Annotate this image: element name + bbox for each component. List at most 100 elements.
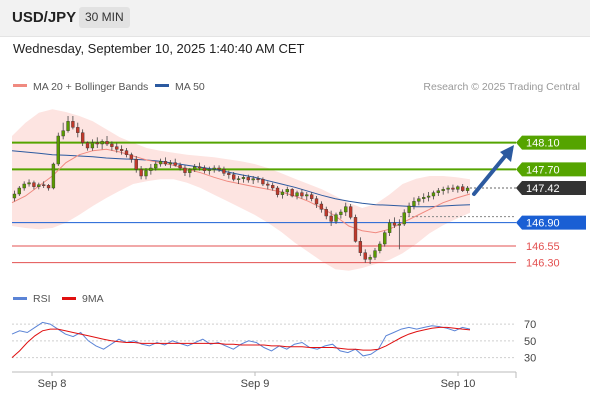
rsi-tick-70: 70 (524, 319, 536, 331)
candle-31 (163, 157, 168, 166)
forecast-arrow (472, 145, 514, 196)
level-label-text: 147.70 (526, 164, 560, 176)
candle-body (246, 177, 250, 181)
candle-8 (51, 162, 56, 190)
legend-ma50-swatch (155, 84, 169, 87)
candle-90 (451, 184, 455, 192)
candle-21 (115, 142, 119, 153)
candle-82 (412, 197, 416, 210)
candle-70 (353, 214, 358, 243)
candle-body (383, 232, 387, 245)
candle-53 (271, 182, 275, 191)
candle-body (124, 150, 129, 155)
candle-body (300, 192, 304, 197)
candle-body (256, 178, 260, 180)
candle-1 (17, 186, 21, 196)
candle-25 (134, 156, 138, 173)
moving-averages (11, 148, 471, 234)
candle-63 (319, 201, 324, 213)
candle-body (368, 257, 372, 260)
candle-59 (300, 189, 304, 199)
level-label-146.55: 146.55 (526, 241, 560, 253)
candle-44 (227, 170, 231, 179)
candle-body (207, 169, 211, 171)
candle-body (42, 184, 46, 186)
candle-body (100, 141, 104, 145)
candle-2 (22, 181, 26, 191)
candle-28 (149, 164, 153, 175)
candle-body (212, 167, 216, 170)
x-tick-label-2: Sep 10 (441, 378, 476, 390)
candle-body (222, 169, 226, 174)
candle-16 (90, 139, 95, 151)
candle-body (66, 121, 70, 131)
candle-89 (446, 185, 450, 194)
candle-18 (100, 139, 104, 150)
candle-75 (378, 241, 382, 254)
candle-66 (334, 212, 338, 224)
candle-81 (407, 202, 411, 216)
candle-body (110, 143, 114, 147)
candle-body (139, 169, 143, 177)
x-tick-label-0: Sep 8 (38, 378, 67, 390)
candle-85 (426, 192, 431, 202)
candle-87 (436, 188, 440, 196)
candle-57 (290, 188, 294, 198)
candle-body (378, 243, 382, 251)
level-label-box (516, 162, 586, 177)
legend-ma20-swatch (13, 84, 27, 87)
candle-10 (61, 122, 65, 140)
candle-body (32, 182, 36, 187)
rsi-legend: RSI 9MA (13, 293, 104, 305)
candle-34 (178, 162, 182, 171)
candle-58 (295, 190, 299, 200)
candle-body (261, 179, 265, 185)
candle-65 (329, 210, 333, 226)
candle-body (290, 189, 294, 197)
candle-body (397, 223, 402, 226)
candle-54 (275, 186, 280, 198)
candle-body (197, 166, 202, 169)
candle-body (348, 206, 353, 218)
candle-body (236, 178, 241, 180)
candle-body (232, 174, 236, 180)
candle-body (426, 195, 431, 198)
timeframe-button[interactable]: 30 MIN (79, 7, 130, 28)
candlesticks (12, 116, 470, 264)
candle-body (22, 183, 26, 189)
candle-49 (251, 176, 255, 184)
candle-body (202, 167, 207, 171)
candle-body (80, 132, 85, 143)
timestamp-text: Wednesday, September 10, 2025 1:40:40 AM… (13, 41, 305, 56)
candle-body (193, 166, 197, 170)
legend-ma50-label: MA 50 (175, 81, 205, 93)
legend-9ma-label: 9MA (82, 293, 104, 305)
candle-body (17, 187, 21, 195)
candle-29 (154, 161, 158, 171)
candle-body (373, 250, 377, 258)
candle-91 (456, 185, 460, 193)
candle-body (12, 193, 17, 199)
candle-73 (368, 254, 372, 264)
candle-body (266, 183, 270, 186)
arrow-shaft (472, 153, 508, 196)
candle-41 (212, 165, 216, 173)
candle-69 (348, 204, 353, 220)
candle-body (115, 146, 119, 150)
candle-body (173, 162, 177, 166)
candle-body (363, 252, 367, 260)
candle-body (51, 163, 56, 189)
candle-74 (373, 248, 377, 260)
candle-body (441, 189, 445, 191)
candle-body (387, 222, 392, 233)
candle-88 (441, 186, 445, 195)
candle-35 (183, 165, 187, 176)
candle-body (436, 190, 440, 193)
candle-84 (422, 193, 426, 203)
level-label-box (516, 135, 586, 150)
candle-body (402, 212, 406, 225)
credit-text: Research © 2025 Trading Central (423, 81, 580, 93)
candle-55 (280, 189, 285, 199)
candle-body (27, 182, 31, 185)
